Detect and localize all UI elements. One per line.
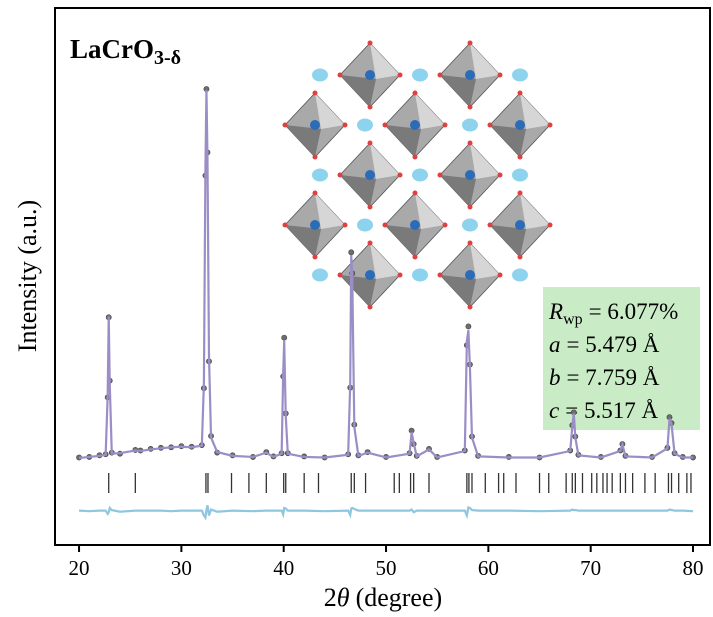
- annotation-symbol: c: [549, 398, 559, 423]
- annotation-symbol: R: [548, 299, 563, 324]
- x-tick-label: 30: [171, 556, 192, 580]
- x-tick-label: 50: [376, 556, 397, 580]
- annotation: c= 5.517 Å: [549, 398, 658, 423]
- annotation-value: = 7.759 Å: [567, 365, 660, 390]
- annotation: a= 5.479 Å: [549, 332, 660, 357]
- annotation-value: = 5.517 Å: [565, 398, 658, 423]
- data-point: [282, 335, 287, 340]
- annotation-value: = 6.077%: [589, 299, 679, 324]
- y-axis-label: Intensity (a.u.): [13, 200, 42, 352]
- x-tick-label: 80: [683, 556, 704, 580]
- x-tick-label: 70: [580, 556, 601, 580]
- annotation: b= 7.759 Å: [549, 365, 660, 390]
- annotation-value: = 5.479 Å: [567, 332, 660, 357]
- x-tick-label: 40: [273, 556, 294, 580]
- chart-title: LaCrO3-δ: [70, 34, 181, 69]
- annotation-subscript: wp: [563, 311, 583, 328]
- x-axis-label: 2θ(degree): [324, 583, 442, 612]
- x-tick-label: 60: [478, 556, 499, 580]
- annotation-symbol: a: [549, 332, 561, 357]
- crystal-structure-inset: [283, 41, 553, 310]
- annotation-symbol: b: [549, 365, 561, 390]
- data-point: [466, 324, 471, 329]
- data-point: [349, 250, 354, 255]
- series-line: [79, 505, 693, 517]
- x-tick-label: 20: [69, 556, 90, 580]
- chart: LaCrO3-δ Rwp= 6.077%a= 5.479 Åb= 7.759 Å…: [0, 0, 713, 617]
